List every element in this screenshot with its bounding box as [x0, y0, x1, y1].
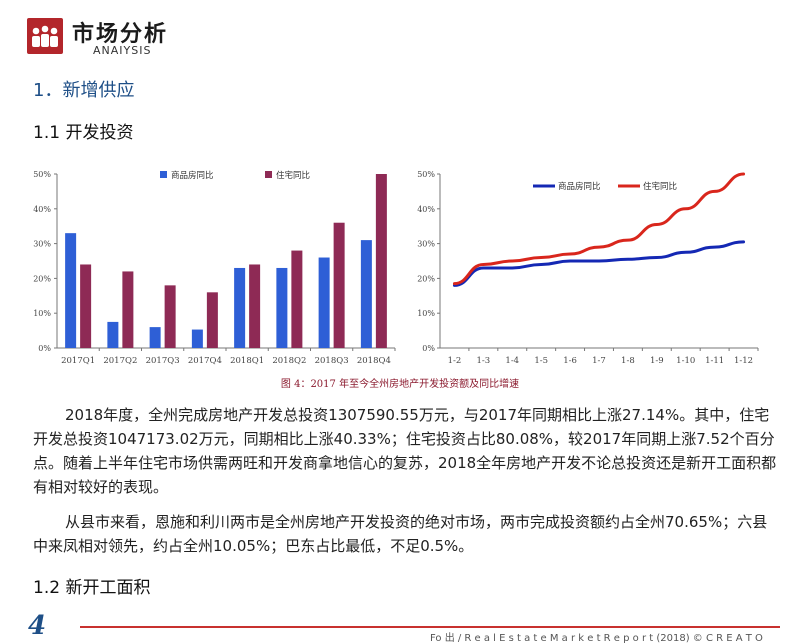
x-tick-label: 1-3	[477, 356, 491, 366]
x-tick-label: 2017Q4	[188, 356, 222, 366]
y-tick-label: 50%	[417, 170, 435, 179]
bar-0-2018Q1	[234, 267, 246, 348]
x-tick-label: 1-9	[650, 356, 664, 366]
bar-1-2018Q1	[249, 264, 261, 348]
bar-0-2018Q3	[318, 257, 330, 348]
bar-0-2017Q3	[149, 327, 161, 348]
section-title: 1．新增供应	[33, 80, 135, 101]
bar-1-2018Q4	[375, 174, 387, 348]
bar-0-2018Q2	[276, 267, 288, 348]
legend-label: 住宅同比	[276, 170, 310, 181]
y-tick-label: 20%	[417, 274, 435, 283]
x-tick-label: 1-2	[448, 356, 462, 366]
x-tick-label: 1-8	[621, 356, 635, 366]
footer-divider	[80, 626, 780, 628]
y-tick-label: 10%	[417, 309, 435, 318]
y-tick-label: 0%	[422, 344, 435, 353]
x-tick-label: 2018Q3	[315, 356, 349, 366]
y-tick-label: 30%	[417, 240, 435, 249]
legend-label: 商品房同比	[171, 170, 214, 181]
x-tick-label: 2018Q2	[272, 356, 306, 366]
bar-0-2017Q4	[191, 329, 203, 348]
bar-0-2017Q2	[107, 321, 119, 348]
x-tick-label: 1-5	[534, 356, 548, 366]
logo-icon	[27, 18, 63, 54]
subsection-title-investment: 1.1 开发投资	[33, 123, 134, 143]
x-tick-label: 2017Q2	[103, 356, 137, 366]
paragraph-county-breakdown: 从县市来看，恩施和利川两市是全州房地产开发投资的绝对市场，两市完成投资额约占全州…	[33, 513, 768, 555]
x-tick-label: 1-11	[705, 356, 724, 366]
legend-swatch-0	[160, 171, 167, 178]
x-tick-label: 1-6	[563, 356, 577, 366]
brand-title: 市场分析	[72, 21, 169, 47]
series-line-1	[452, 172, 746, 286]
x-tick-label: 1-12	[734, 356, 753, 366]
bar-1-2017Q2	[122, 271, 134, 348]
x-tick-label: 2017Q1	[61, 356, 95, 366]
paragraph-investment-summary: 2018年度，全州完成房地产开发总投资1307590.55万元，与2017年同期…	[33, 406, 777, 496]
y-tick-label: 10%	[33, 309, 51, 318]
y-tick-label: 40%	[417, 205, 435, 214]
legend-label: 商品房同比	[558, 181, 601, 192]
bar-0-2017Q1	[65, 233, 77, 348]
x-tick-label: 1-7	[592, 356, 606, 366]
legend-swatch-1	[265, 171, 272, 178]
y-tick-label: 20%	[33, 274, 51, 283]
x-tick-label: 2018Q1	[230, 356, 264, 366]
y-tick-label: 30%	[33, 240, 51, 249]
x-tick-label: 1-10	[676, 356, 695, 366]
line-chart: 0% 10% 20% 30% 40% 50% 1-2 1-3 1-4 1-5 1-6 1-7 1-8 1-…	[417, 170, 759, 366]
y-tick-label: 50%	[33, 170, 51, 179]
x-tick-label: 2018Q4	[357, 356, 391, 366]
bar-1-2017Q4	[206, 292, 218, 348]
x-tick-label: 2017Q3	[146, 356, 180, 366]
brand-subtitle: ANAIYSIS	[93, 44, 152, 57]
bar-0-2018Q4	[360, 240, 372, 348]
figure-caption: 图 4：2017 年至今全州房地产开发投资额及同比增速	[280, 379, 520, 390]
bar-1-2018Q2	[291, 250, 303, 348]
series-line-0	[452, 240, 746, 287]
bar-1-2017Q3	[164, 285, 176, 348]
legend-label: 住宅同比	[643, 181, 677, 192]
bar-chart: 0% 10% 20% 30% 40% 50% 2017Q1 2017Q2 2017Q3 2017Q…	[33, 170, 396, 366]
bar-1-2018Q3	[333, 222, 345, 348]
x-tick-label: 1-4	[505, 356, 519, 366]
page-number: 4	[28, 611, 47, 641]
bar-1-2017Q1	[80, 264, 92, 348]
y-tick-label: 0%	[38, 344, 51, 353]
subsection-title-new-construction: 1.2 新开工面积	[33, 578, 151, 598]
y-tick-label: 40%	[33, 205, 51, 214]
